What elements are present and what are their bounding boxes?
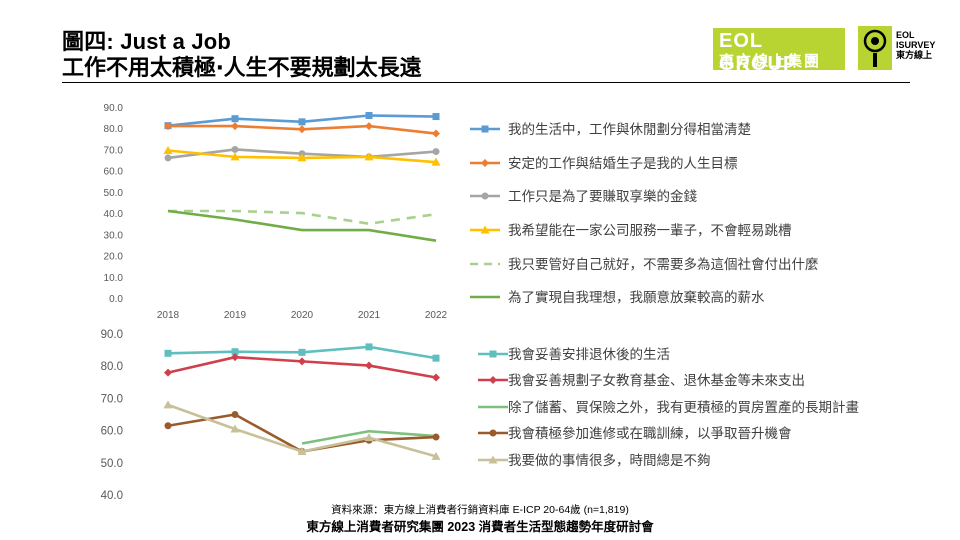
chart1-xtick-label: 2022: [425, 310, 448, 321]
chart1-legend-marker: [481, 159, 489, 167]
chart1-ytick-label: 70.0: [104, 145, 124, 156]
chart2-legend-marker: [488, 455, 498, 464]
chart1-ytick-label: 20.0: [104, 252, 124, 263]
chart2-data-point: [298, 348, 306, 356]
chart1-xtick-label: 2021: [358, 310, 381, 321]
chart1-series-line: [167, 209, 437, 242]
chart1-series-line: [168, 209, 437, 226]
chart1-data-point: [432, 148, 440, 156]
chart1-data-point: [231, 115, 239, 123]
chart1-xtick-label: 2019: [224, 310, 247, 321]
chart1-legend-marker: [481, 192, 489, 200]
chart2-data-point: [432, 354, 440, 362]
chart1-data-point: [164, 122, 172, 131]
chart1-data-point: [230, 152, 240, 161]
page-subtitle: 工作不用太積極‧人生不要規劃太長遠: [62, 55, 422, 80]
chart1-data-point: [231, 122, 239, 131]
chart1-ytick-label: 90.0: [104, 103, 124, 114]
chart1-data-point: [364, 152, 374, 161]
data-source-note: 資料來源：東方線上消費者行銷資料庫 E-ICP 20-64歲 (n=1,819): [331, 504, 629, 516]
chart2-ytick-label: 80.0: [101, 361, 123, 373]
chart2-data-point: [298, 357, 306, 366]
isurvey-mark-icon: [858, 26, 892, 70]
chart2-data-point: [230, 424, 240, 433]
chart1-data-point: [365, 122, 373, 131]
chart2-data-point: [365, 343, 373, 351]
chart1-data-point: [164, 154, 172, 162]
chart1-legend-marker: [481, 125, 489, 133]
chart1-legend-label: 我只要管好自己就好，不需要多為這個社會付出什麼: [508, 256, 819, 272]
chart1-xtick-label: 2020: [291, 310, 314, 321]
chart2-legend-label: 我會積極參加進修或在職訓練，以爭取晉升機會: [508, 426, 792, 441]
chart2-ytick-label: 70.0: [101, 393, 123, 405]
isurvey-logo-line1: EOL: [896, 30, 915, 40]
eol-group-logo: EOL GROUP 東方線上集團: [713, 28, 845, 75]
chart2-legend-marker: [489, 350, 497, 358]
chart1-ytick-label: 80.0: [104, 124, 124, 135]
chart1-legend-label: 工作只是為了要賺取享樂的金錢: [508, 188, 697, 204]
chart2-legend-marker: [489, 429, 497, 437]
chart2-data-point: [164, 349, 172, 357]
chart1-data-point: [231, 145, 239, 153]
chart2-data-point: [297, 447, 307, 456]
chart1-ytick-label: 30.0: [104, 230, 124, 241]
chart1-ytick-label: 60.0: [104, 167, 124, 178]
chart2-data-point: [431, 451, 441, 460]
chart2-series-line: [301, 429, 437, 445]
chart2-data-point: [432, 433, 440, 441]
event-footer: 東方線上消費者研究集團 2023 消費者生活型態趨勢年度研討會: [306, 520, 654, 534]
chart1-legend-label: 安定的工作與結婚生子是我的人生目標: [508, 156, 738, 171]
chart1-legend-label: 我希望能在一家公司服務一輩子，不會輕易跳槽: [508, 222, 792, 238]
chart1-data-point: [298, 125, 306, 134]
chart2-legend-label: 我要做的事情很多，時間總是不夠: [508, 452, 711, 468]
chart1-data-point: [432, 129, 440, 138]
title-divider: [62, 82, 910, 83]
chart2-data-point: [365, 361, 373, 370]
chart2-data-point: [164, 422, 172, 430]
chart1-ytick-label: 10.0: [104, 273, 124, 284]
chart1-legend-label: 為了實現自我理想，我願意放棄較高的薪水: [508, 289, 765, 305]
eol-logo-bottom-text: 東方線上集團: [719, 53, 822, 70]
chart2-ytick-label: 40.0: [101, 490, 123, 502]
isurvey-logo-line3: 東方線上: [896, 50, 933, 60]
chart2-legend-label: 我會妥善規劃子女教育基金、退休基金等未來支出: [508, 372, 805, 388]
eol-isurvey-logo: EOL ISURVEY 東方線上: [858, 26, 935, 72]
chart2-data-point: [231, 353, 239, 362]
chart1-data-point: [365, 111, 373, 119]
chart1-legend-marker: [480, 225, 490, 234]
chart1-legend-label: 我的生活中，工作與休閒劃分得相當清楚: [508, 121, 751, 137]
chart2-legend-label: 除了儲蓄、買保險之外，我有更積極的買房置產的長期計畫: [508, 399, 859, 415]
chart2-data-point: [164, 368, 172, 377]
isurvey-logo-text: EOL ISURVEY 東方線上: [896, 30, 935, 60]
chart1-ytick-label: 0.0: [109, 294, 123, 305]
page-title: 圖四: Just a Job: [62, 29, 232, 54]
chart1-xtick-label: 2018: [157, 310, 180, 321]
chart2-ytick-label: 50.0: [101, 458, 123, 470]
chart1-data-point: [432, 113, 440, 121]
chart2-data-point: [364, 433, 374, 442]
eol-logo-top-text: EOL GROUP: [719, 30, 798, 75]
chart2-data-point: [231, 348, 239, 356]
chart1-data-point: [297, 153, 307, 162]
chart1-data-point: [163, 146, 173, 155]
chart2-data-point: [231, 411, 239, 418]
chart2-data-point: [163, 400, 173, 409]
chart1-ytick-label: 40.0: [104, 209, 124, 220]
chart2-ytick-label: 60.0: [101, 426, 123, 438]
chart1-data-point: [298, 118, 306, 126]
chart2-data-point: [432, 373, 440, 382]
chart1-ytick-label: 50.0: [104, 188, 124, 199]
chart2-ytick-label: 90.0: [101, 329, 123, 341]
chart1-data-point: [431, 157, 441, 166]
isurvey-logo-line2: ISURVEY: [896, 40, 936, 50]
chart2-legend-marker: [489, 376, 497, 384]
chart2-legend-label: 我會妥善安排退休後的生活: [508, 347, 670, 362]
